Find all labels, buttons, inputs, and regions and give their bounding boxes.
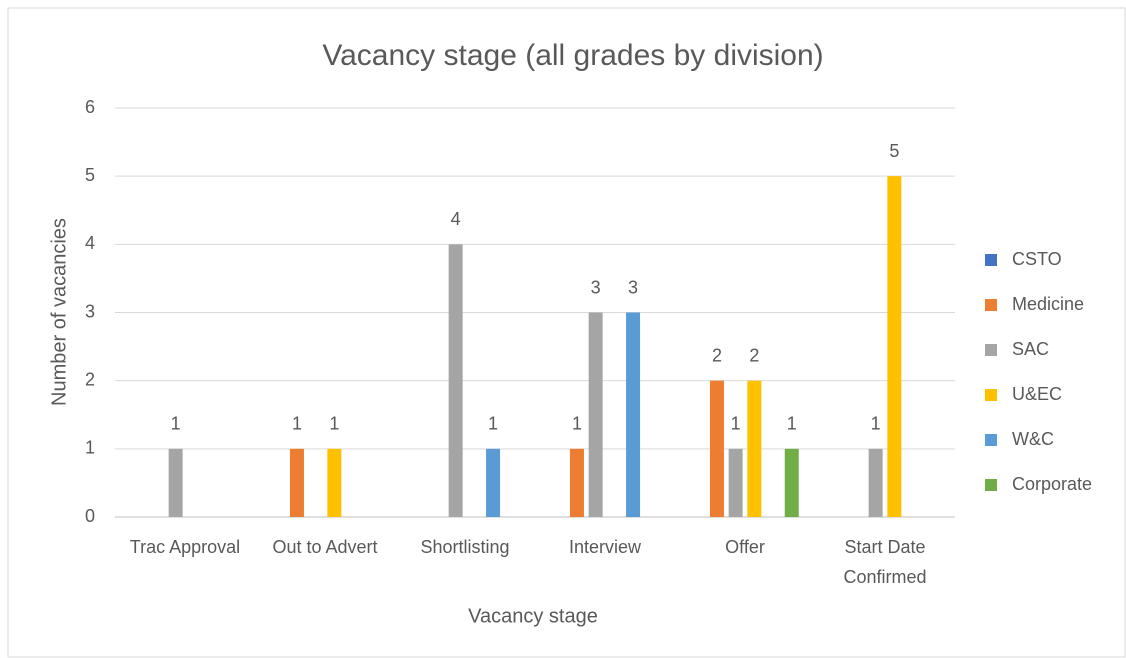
legend-swatch — [985, 344, 997, 356]
y-tick-label: 4 — [85, 233, 95, 253]
legend-swatch — [985, 389, 997, 401]
data-label: 1 — [871, 414, 881, 434]
legend-swatch — [985, 254, 997, 266]
x-tick-label: Trac Approval — [130, 537, 240, 557]
bar — [626, 312, 641, 517]
data-label: 1 — [329, 414, 339, 434]
legend-swatch — [985, 299, 997, 311]
data-label: 1 — [292, 414, 302, 434]
y-tick-label: 3 — [85, 301, 95, 321]
bar — [486, 448, 501, 517]
bar — [448, 244, 463, 518]
x-axis-title: Vacancy stage — [468, 605, 598, 627]
bar — [588, 312, 603, 517]
data-label: 5 — [889, 141, 899, 161]
data-label: 1 — [171, 414, 181, 434]
y-tick-label: 0 — [85, 506, 95, 526]
y-tick-label: 1 — [85, 438, 95, 458]
y-tick-label: 6 — [85, 97, 95, 117]
y-tick-label: 5 — [85, 165, 95, 185]
x-tick-label: Interview — [569, 537, 642, 557]
data-label: 2 — [712, 345, 722, 365]
bar — [784, 448, 799, 517]
bar — [709, 380, 724, 517]
legend-label: Medicine — [1012, 294, 1084, 314]
bar — [327, 448, 342, 517]
bar — [747, 380, 762, 517]
bar — [728, 448, 743, 517]
data-label: 3 — [628, 277, 638, 297]
x-tick-label: Shortlisting — [420, 537, 509, 557]
legend-swatch — [985, 434, 997, 446]
legend-label: W&C — [1012, 429, 1054, 449]
x-tick-label: Offer — [725, 537, 765, 557]
legend-label: CSTO — [1012, 249, 1062, 269]
legend-label: SAC — [1012, 339, 1049, 359]
chart-frame — [7, 7, 1126, 658]
y-tick-label: 2 — [85, 369, 95, 389]
y-axis-title: Number of vacancies — [48, 218, 70, 406]
data-label: 1 — [731, 414, 741, 434]
bar — [569, 448, 584, 517]
bar — [289, 448, 304, 517]
data-label: 1 — [787, 414, 797, 434]
chart-title: Vacancy stage (all grades by division) — [322, 39, 823, 72]
data-label: 1 — [572, 414, 582, 434]
x-tick-label: Out to Advert — [272, 537, 377, 557]
data-label: 1 — [488, 414, 498, 434]
legend-label: Corporate — [1012, 474, 1092, 494]
data-label: 4 — [451, 209, 461, 229]
data-label: 2 — [749, 345, 759, 365]
legend-label: U&EC — [1012, 384, 1062, 404]
legend-swatch — [985, 479, 997, 491]
bar — [887, 176, 902, 517]
data-label: 3 — [591, 277, 601, 297]
bar — [868, 448, 883, 517]
bar — [168, 448, 183, 517]
x-tick-label: Start Date Confirmed — [843, 537, 926, 587]
